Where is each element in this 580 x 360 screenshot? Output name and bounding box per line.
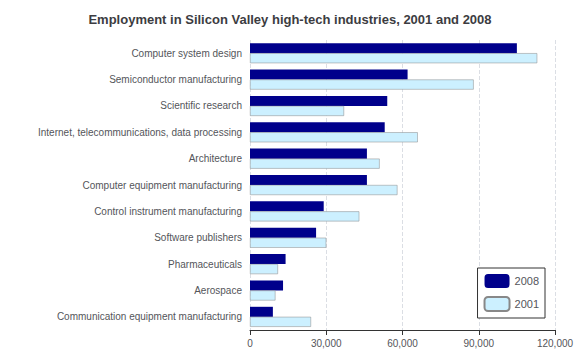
- svg-text:60,000: 60,000: [387, 338, 418, 349]
- svg-text:90,000: 90,000: [463, 338, 494, 349]
- svg-text:Employment in Silicon Valley h: Employment in Silicon Valley high-tech i…: [88, 12, 491, 27]
- svg-text:Computer system design: Computer system design: [131, 48, 242, 59]
- svg-text:120,000: 120,000: [537, 338, 574, 349]
- svg-text:Computer equipment manufacturi: Computer equipment manufacturing: [82, 180, 242, 191]
- svg-text:Communication equipment manufa: Communication equipment manufacturing: [57, 311, 242, 322]
- svg-text:Scientific research: Scientific research: [160, 100, 242, 111]
- svg-text:Aerospace: Aerospace: [194, 285, 242, 296]
- svg-text:Architecture: Architecture: [189, 153, 243, 164]
- svg-text:Internet, telecommunications,: Internet, telecommunications, data proce…: [38, 127, 242, 138]
- svg-text:30,000: 30,000: [311, 338, 342, 349]
- svg-text:0: 0: [247, 338, 253, 349]
- svg-text:Pharmaceuticals: Pharmaceuticals: [168, 259, 242, 270]
- svg-text:Control instrument manufacturi: Control instrument manufacturing: [94, 206, 242, 217]
- svg-text:Software publishers: Software publishers: [154, 232, 242, 243]
- svg-text:Semiconductor manufacturing: Semiconductor manufacturing: [109, 74, 242, 85]
- svg-text:2001: 2001: [515, 298, 539, 310]
- svg-text:2008: 2008: [515, 275, 539, 287]
